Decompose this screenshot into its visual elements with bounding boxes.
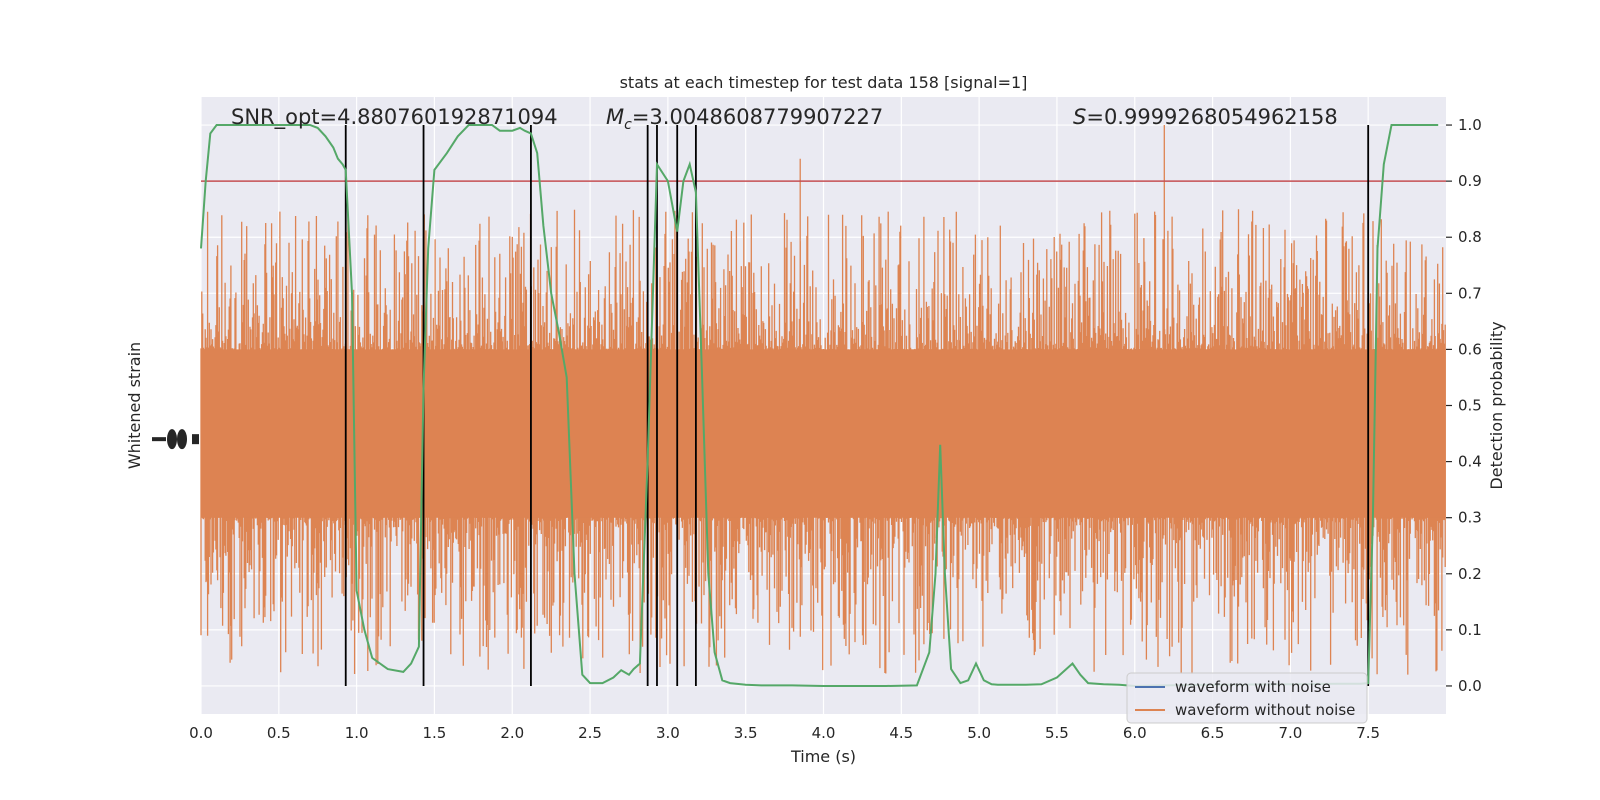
- x-tick-label: 6.5: [1201, 724, 1225, 742]
- annotation-mc-sub: c: [624, 117, 632, 133]
- y-right-tick-label: 0.7: [1458, 284, 1482, 302]
- legend-box: [1126, 672, 1368, 724]
- y-axis-label-left: Whitened strain: [125, 342, 144, 469]
- y-axis-label-right: Detection probability: [1487, 321, 1506, 489]
- x-tick-label: 1.0: [345, 724, 369, 742]
- y-right-tick-label: 0.5: [1458, 397, 1482, 415]
- x-tick-label: 7.0: [1278, 724, 1302, 742]
- y-right-tick-label: 0.6: [1458, 340, 1482, 358]
- x-tick-label: 4.0: [812, 724, 836, 742]
- probability-line: [200, 124, 1439, 688]
- y-right-tick-label: 0.0: [1458, 677, 1482, 695]
- x-tick-label: 1.5: [423, 724, 447, 742]
- y-right-tick-label: 1.0: [1458, 116, 1482, 134]
- vertical-lines: [344, 125, 1370, 686]
- x-tick-label: 0.5: [267, 724, 291, 742]
- y-right-tick-label: 0.1: [1458, 621, 1482, 639]
- annotation-s-symbol: S: [1073, 105, 1086, 129]
- x-tick-label: 3.0: [656, 724, 680, 742]
- left-tick-mark: [152, 437, 166, 442]
- left-axis-ticks-overlap: [152, 429, 199, 450]
- left-tick-mark: [177, 429, 187, 450]
- left-tick-mark: [167, 429, 177, 450]
- left-tick-mark: [192, 434, 199, 445]
- x-tick-label: 5.0: [967, 724, 991, 742]
- y-right-ticks: 0.0 0.1 0.2 0.3 0.4 0.5 0.6 0.7 0.8 0.9 1.0: [1446, 116, 1482, 695]
- x-tick-label: 6.0: [1123, 724, 1147, 742]
- annotation-snr: SNR_opt=4.880760192871094: [231, 105, 558, 130]
- x-tick-label: 2.5: [578, 724, 602, 742]
- x-tick-label: 2.0: [500, 724, 524, 742]
- y-right-tick-label: 0.8: [1458, 228, 1482, 246]
- series-waveform-without-noise: [200, 125, 1446, 675]
- legend: waveform with noise waveform without noi…: [1126, 672, 1368, 724]
- annotation-mc-symbol: M: [606, 105, 624, 129]
- annotation-chirp-mass: Mc=3.0048608779907227: [606, 105, 883, 133]
- annotation-mc-value: =3.0048608779907227: [632, 105, 883, 129]
- y-right-tick-label: 0.4: [1458, 453, 1482, 471]
- y-right-tick-label: 0.3: [1458, 509, 1482, 527]
- x-tick-label: 4.5: [889, 724, 913, 742]
- x-tick-label: 5.5: [1045, 724, 1069, 742]
- y-right-tick-label: 0.9: [1458, 172, 1482, 190]
- chart-title: stats at each timestep for test data 158…: [620, 73, 1028, 92]
- annotation-s-value: =0.9999268054962158: [1086, 105, 1337, 129]
- legend-label-with-noise: waveform with noise: [1175, 678, 1331, 696]
- x-tick-label: 0.0: [189, 724, 213, 742]
- x-axis-label: Time (s): [790, 747, 856, 766]
- x-tick-label: 3.5: [734, 724, 758, 742]
- series-detection-probability: [200, 124, 1439, 688]
- x-ticks: 0.0 0.5 1.0 1.5 2.0 2.5 3.0 3.5 4.0 4.5 5.0 5.5 6.0 6…: [189, 724, 1380, 742]
- x-tick-label: 7.5: [1356, 724, 1380, 742]
- legend-label-without-noise: waveform without noise: [1175, 701, 1355, 719]
- strain-core-band: [201, 349, 1446, 518]
- y-right-tick-label: 0.2: [1458, 565, 1482, 583]
- annotation-score: S=0.9999268054962158: [1073, 105, 1338, 129]
